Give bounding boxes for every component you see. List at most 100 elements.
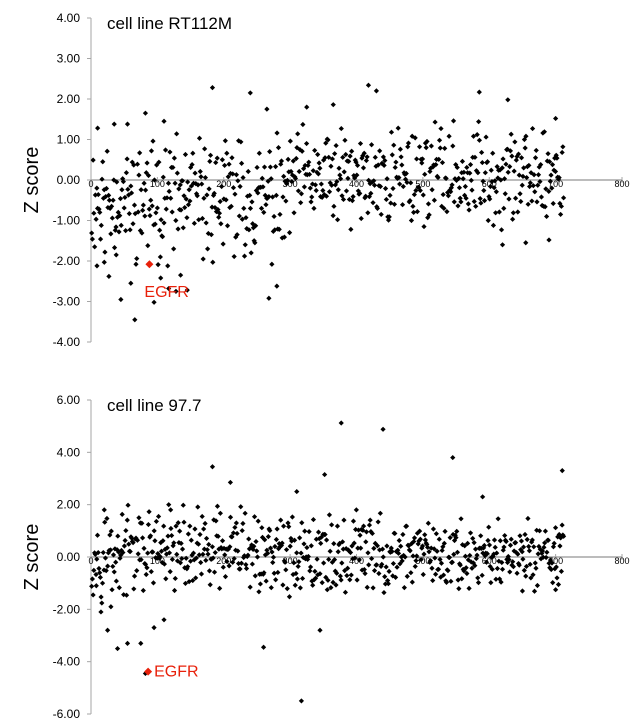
data-point xyxy=(178,207,184,213)
data-point xyxy=(549,185,555,191)
data-point xyxy=(479,572,485,578)
data-point xyxy=(177,528,183,534)
data-point xyxy=(274,130,280,136)
x-tick-label: 500 xyxy=(415,179,430,189)
data-point xyxy=(312,182,319,188)
data-point xyxy=(188,537,194,543)
data-point xyxy=(548,172,554,178)
data-point xyxy=(491,551,497,557)
data-point xyxy=(305,553,311,560)
data-point xyxy=(137,150,143,156)
data-point xyxy=(450,531,456,538)
data-point xyxy=(200,551,206,557)
data-point xyxy=(334,570,340,576)
data-point xyxy=(366,522,373,528)
data-point xyxy=(316,536,322,542)
data-point xyxy=(90,157,96,163)
data-point xyxy=(323,140,329,146)
data-point xyxy=(306,159,312,165)
data-point xyxy=(124,517,130,523)
data-point xyxy=(324,587,330,593)
data-point xyxy=(514,570,520,576)
data-point xyxy=(171,155,177,161)
data-point xyxy=(150,580,157,586)
data-point xyxy=(323,537,330,543)
data-point xyxy=(545,537,551,543)
data-point xyxy=(261,570,267,576)
data-point xyxy=(95,549,101,556)
data-point xyxy=(213,518,219,524)
data-point xyxy=(99,580,106,586)
data-point xyxy=(503,538,509,545)
data-point xyxy=(114,179,120,185)
data-point xyxy=(102,249,108,255)
data-point xyxy=(108,203,115,209)
data-point xyxy=(95,191,101,198)
y-tick-label: -4.00 xyxy=(53,655,81,669)
data-point xyxy=(451,551,457,557)
data-point xyxy=(363,529,370,535)
x-tick-label: 700 xyxy=(548,179,563,189)
data-point xyxy=(379,561,385,567)
data-point xyxy=(396,537,402,544)
data-point xyxy=(128,183,134,189)
data-point xyxy=(483,559,490,565)
data-point xyxy=(365,82,372,88)
data-point xyxy=(494,565,501,572)
data-point xyxy=(556,531,562,538)
data-point xyxy=(541,544,547,550)
data-point xyxy=(433,162,439,168)
data-point xyxy=(209,464,216,470)
data-point xyxy=(342,137,348,143)
data-point xyxy=(272,543,278,550)
data-point xyxy=(138,640,144,646)
data-point xyxy=(100,159,106,165)
data-point xyxy=(331,541,337,547)
data-point xyxy=(145,243,151,249)
data-point xyxy=(370,200,376,206)
data-point xyxy=(490,553,496,559)
data-point xyxy=(187,523,193,529)
data-point xyxy=(436,137,443,143)
data-point xyxy=(419,160,425,166)
data-point xyxy=(147,213,153,219)
data-point xyxy=(286,230,293,236)
data-point xyxy=(448,185,454,191)
data-point xyxy=(270,554,277,560)
data-point xyxy=(488,580,494,586)
chart-panel-97-7: -6.00 -4.00 -2.00 0.00 2.00 4.00 6.00 0 100 200 30… xyxy=(21,393,630,721)
data-point xyxy=(238,139,244,145)
data-point xyxy=(465,540,471,546)
data-point xyxy=(369,530,375,537)
data-point xyxy=(318,534,325,540)
data-point xyxy=(215,533,221,539)
data-point xyxy=(387,192,393,198)
data-point xyxy=(146,509,152,515)
data-point xyxy=(397,561,403,567)
data-point xyxy=(476,137,483,143)
data-point xyxy=(111,121,117,127)
data-point xyxy=(297,535,303,541)
data-point xyxy=(556,174,562,181)
data-point xyxy=(329,156,336,162)
data-point xyxy=(246,227,252,233)
data-point xyxy=(185,179,191,185)
data-point xyxy=(241,553,247,559)
data-point xyxy=(209,544,215,550)
data-point xyxy=(553,587,559,593)
data-point xyxy=(559,468,565,474)
data-point xyxy=(513,540,519,546)
x-tick-label: 600 xyxy=(482,556,497,566)
data-point xyxy=(151,299,157,305)
data-point xyxy=(240,520,246,527)
data-point xyxy=(350,518,357,524)
data-point xyxy=(247,584,253,590)
data-point xyxy=(497,538,503,544)
data-point xyxy=(411,209,417,215)
data-point xyxy=(166,550,173,556)
data-point xyxy=(448,189,454,195)
data-point xyxy=(362,570,368,577)
data-point xyxy=(110,563,116,570)
data-point xyxy=(144,565,150,571)
data-point xyxy=(467,530,474,536)
